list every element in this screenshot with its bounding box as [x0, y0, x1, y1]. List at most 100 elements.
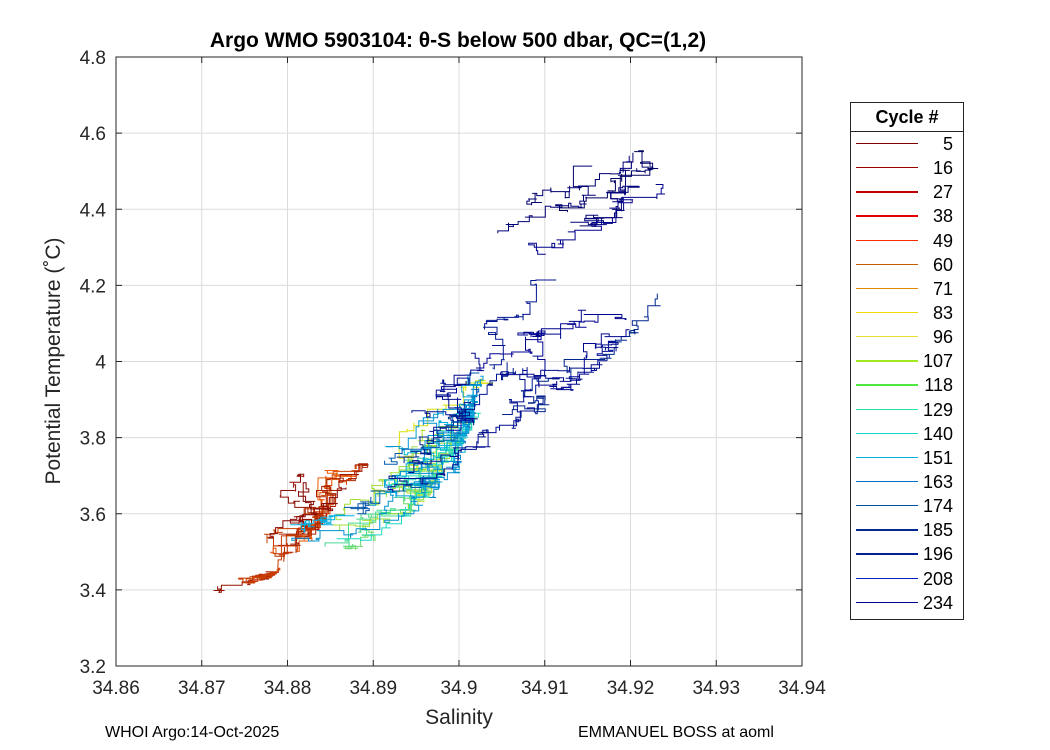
- legend-label: 208: [922, 568, 953, 589]
- profile-trace: [274, 498, 337, 562]
- y-axis-ticks: 3.2 3.4 3.6 3.8 4 4.2 4.4 4.6 4.8: [80, 48, 802, 678]
- legend-entry: 107: [851, 349, 963, 373]
- profile-trace: [291, 452, 432, 542]
- legend-swatch: [856, 360, 918, 362]
- x-axis-label: Salinity: [425, 706, 493, 729]
- legend-entry: 96: [851, 325, 963, 349]
- profile-trace: [534, 340, 619, 395]
- legend-swatch: [856, 577, 918, 579]
- legend-label: 16: [932, 158, 953, 179]
- legend-label: 151: [922, 447, 953, 468]
- profile-trace: [440, 352, 485, 431]
- legend-title: Cycle #: [851, 103, 963, 132]
- x-tick-label: 34.88: [264, 678, 312, 699]
- legend-label: 49: [932, 230, 953, 251]
- profile-trace: [343, 489, 431, 550]
- profile-trace: [356, 459, 423, 536]
- legend-swatch: [856, 263, 918, 265]
- legend-label: 129: [922, 399, 953, 420]
- y-tick-label: 3.2: [80, 657, 106, 678]
- profile-trace: [343, 475, 431, 515]
- legend-entry: 16: [851, 156, 963, 180]
- y-tick-label: 4.8: [80, 48, 106, 69]
- legend-label: 174: [922, 496, 953, 517]
- legend-label: 60: [932, 254, 953, 275]
- footer-source: WHOI Argo:14-Oct-2025: [105, 724, 280, 741]
- legend-entry: 163: [851, 470, 963, 494]
- y-tick-label: 3.6: [80, 505, 106, 526]
- legend-entry: 38: [851, 204, 963, 228]
- legend-entry: 118: [851, 373, 963, 397]
- legend-label: 140: [922, 423, 953, 444]
- legend-swatch: [856, 432, 918, 434]
- legend-label: 107: [922, 351, 953, 372]
- x-axis-ticks: 34.86 34.87 34.88 34.89 34.9 34.91 34.92 34.93 3…: [92, 57, 826, 699]
- legend-label: 5: [942, 134, 953, 154]
- legend-entry: 196: [851, 542, 963, 566]
- profile-trace: [238, 572, 277, 584]
- legend-swatch: [856, 191, 918, 193]
- legend-entry: 27: [851, 180, 963, 204]
- x-tick-label: 34.91: [521, 678, 569, 699]
- profile-trace: [476, 314, 627, 369]
- profile-trace: [559, 150, 654, 213]
- chart-title: Argo WMO 5903104: θ-S below 500 dbar, QC…: [210, 29, 706, 52]
- profile-trace: [411, 362, 516, 419]
- legend-label: 196: [922, 544, 953, 565]
- y-axis-label: Potential Temperature (˚C): [42, 237, 65, 484]
- x-tick-label: 34.89: [349, 678, 397, 699]
- legend-entry: 5: [851, 132, 963, 156]
- profile-trace: [251, 530, 312, 581]
- legend-entry: 151: [851, 446, 963, 470]
- profile-traces: [213, 150, 665, 593]
- profile-trace: [508, 361, 600, 429]
- legend-entry: 129: [851, 398, 963, 422]
- legend-label: 27: [932, 182, 953, 203]
- footer-operator: EMMANUEL BOSS at aoml: [578, 724, 774, 741]
- legend-swatch: [856, 505, 918, 507]
- profile-trace: [290, 514, 355, 533]
- y-tick-label: 4: [95, 353, 106, 374]
- legend-swatch: [856, 553, 918, 555]
- y-tick-label: 3.8: [80, 429, 106, 450]
- x-tick-label: 34.87: [178, 678, 226, 699]
- legend-swatch: [856, 287, 918, 290]
- legend-label: 163: [922, 471, 953, 492]
- x-tick-label: 34.92: [607, 678, 655, 699]
- y-tick-label: 3.4: [80, 581, 107, 602]
- legend-swatch: [856, 311, 918, 314]
- profile-trace: [385, 375, 484, 450]
- legend-swatch: [856, 529, 918, 531]
- legend-swatch: [856, 167, 918, 169]
- legend-label: 83: [932, 302, 953, 323]
- profile-trace: [497, 165, 596, 234]
- profile-trace: [398, 378, 494, 471]
- legend-swatch: [856, 336, 918, 338]
- legend-swatch: [856, 215, 918, 217]
- legend-entry: 71: [851, 277, 963, 301]
- legend-swatch: [856, 480, 918, 483]
- profile-trace: [563, 293, 661, 382]
- legend-entry: 234: [851, 591, 963, 615]
- legend-entry: 60: [851, 253, 963, 277]
- profile-trace: [387, 429, 491, 493]
- profile-trace: [408, 407, 535, 473]
- legend-entry: 208: [851, 567, 963, 591]
- x-tick-label: 34.9: [441, 678, 478, 699]
- legend-swatch: [856, 601, 918, 603]
- legend-entry: 185: [851, 518, 963, 542]
- profile-trace: [570, 155, 640, 226]
- legend-label: 234: [922, 592, 953, 613]
- legend-swatch: [856, 408, 918, 410]
- profile-trace: [500, 309, 587, 378]
- legend-label: 96: [932, 327, 953, 348]
- legend-label: 118: [924, 375, 953, 396]
- legend: Cycle # 5 16 27 38 49 60 71 83 96 107 118 129 140 151…: [850, 102, 964, 620]
- profile-trace: [502, 378, 555, 415]
- legend-swatch: [856, 143, 918, 145]
- x-tick-label: 34.94: [778, 678, 826, 699]
- profile-trace: [483, 279, 557, 370]
- profile-trace: [396, 402, 472, 464]
- legend-entry: 174: [851, 494, 963, 518]
